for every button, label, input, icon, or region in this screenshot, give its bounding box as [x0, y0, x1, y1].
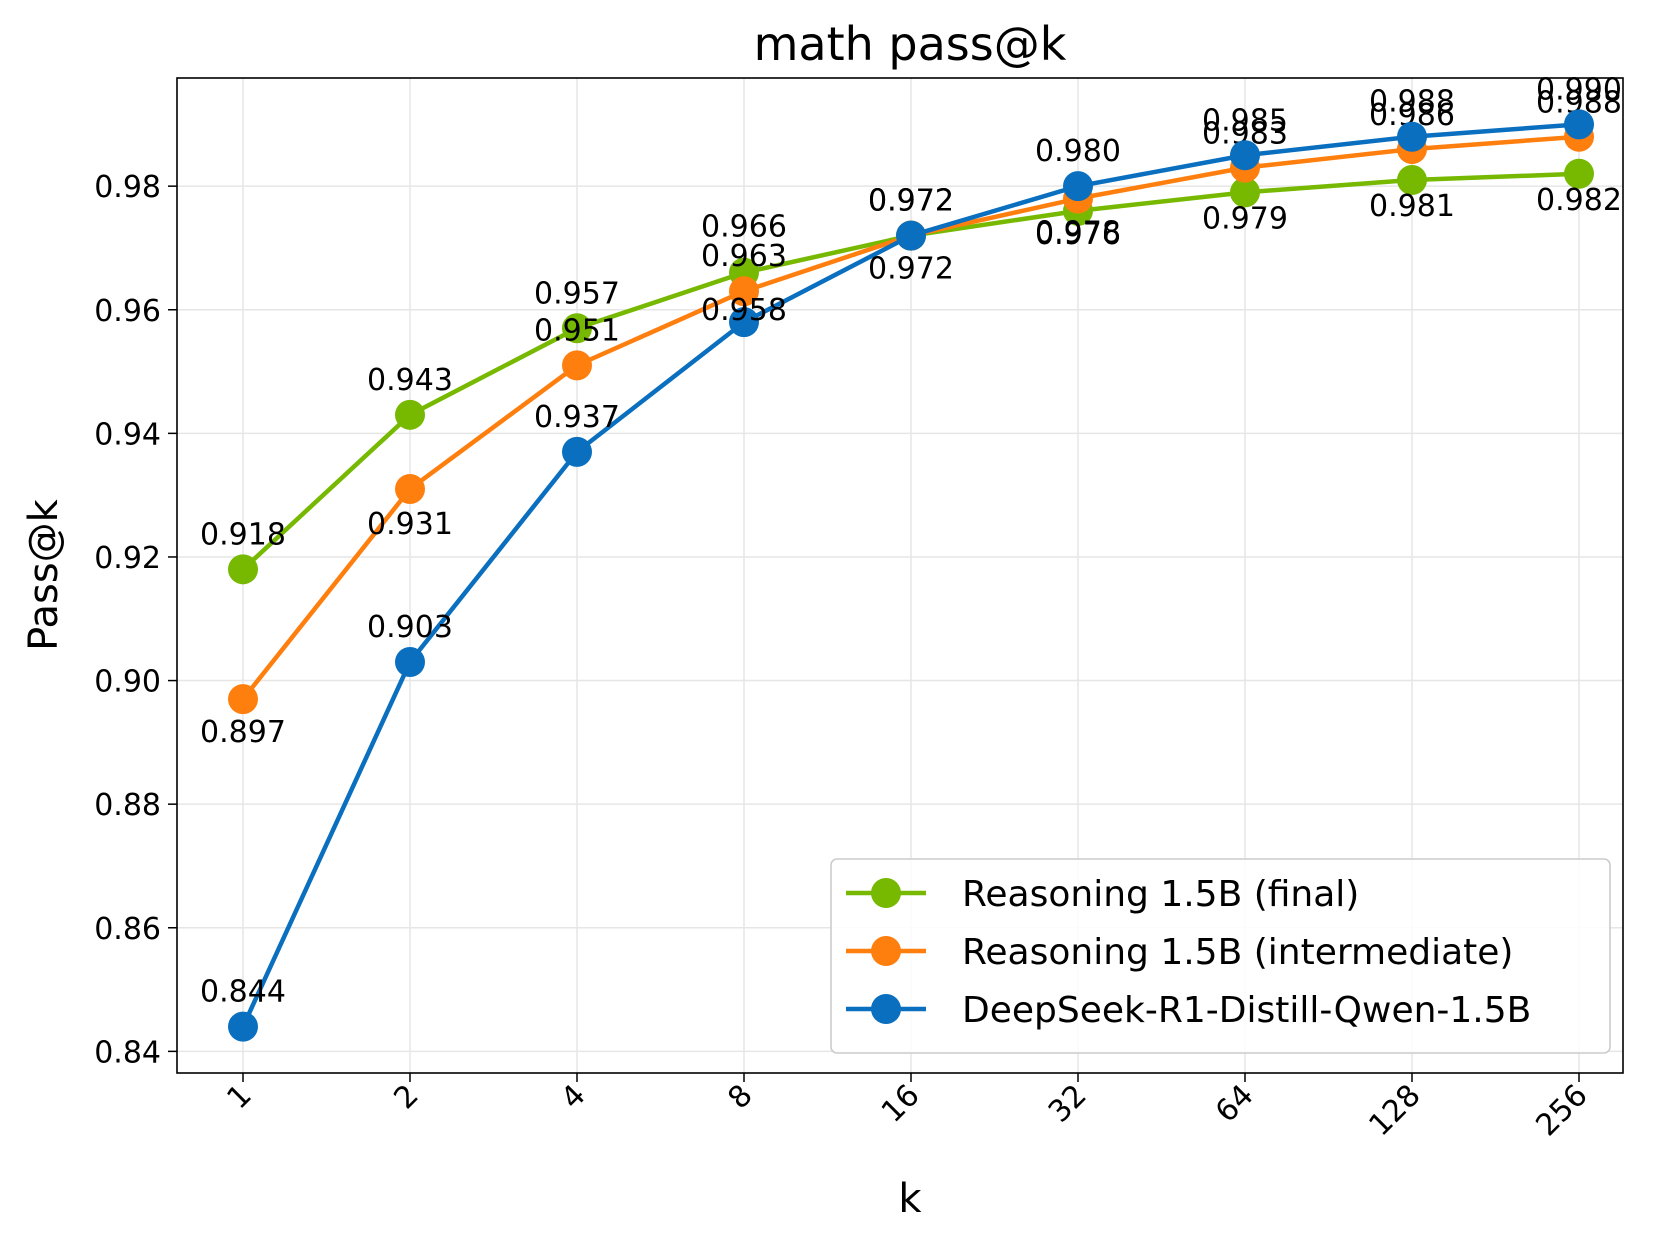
y-tick-label: 0.96	[94, 294, 161, 329]
data-point	[729, 276, 759, 307]
data-label: 0.844	[200, 975, 286, 1010]
data-label: 0.980	[1035, 134, 1121, 169]
data-label: 0.985	[1202, 103, 1288, 138]
y-tick-label: 0.90	[94, 665, 161, 700]
legend-label: Reasoning 1.5B (final)	[962, 874, 1359, 915]
y-tick-label: 0.98	[94, 170, 161, 205]
data-label: 0.972	[868, 184, 954, 219]
data-point	[1397, 121, 1427, 152]
data-point	[395, 399, 425, 430]
legend-item: Reasoning 1.5B (final)	[846, 874, 1359, 915]
legend-marker	[871, 878, 901, 908]
legend-marker	[871, 936, 901, 966]
y-tick-label: 0.94	[94, 417, 161, 452]
data-point	[395, 647, 425, 678]
legend-marker	[871, 994, 901, 1024]
data-point	[896, 220, 926, 251]
data-point	[1230, 177, 1260, 208]
y-axis-label: Pass@k	[21, 498, 67, 651]
series-0: 0.918 0.943 0.957 0.966 0.972 0.976 0.979 0.981…	[200, 158, 1622, 585]
data-label: 0.972	[868, 252, 954, 287]
data-label: 0.951	[534, 313, 620, 348]
legend-item: Reasoning 1.5B (intermediate)	[846, 932, 1513, 973]
legend: Reasoning 1.5B (final) Reasoning 1.5B (in…	[830, 858, 1611, 1054]
data-label: 0.978	[1035, 216, 1121, 251]
data-label: 0.982	[1536, 183, 1622, 218]
data-point	[228, 1011, 258, 1042]
data-point	[1063, 171, 1093, 202]
y-tick-label: 0.92	[94, 541, 161, 576]
data-label: 0.943	[367, 363, 453, 398]
data-label: 0.958	[701, 293, 787, 328]
data-label: 0.976	[1035, 217, 1121, 252]
legend-label: DeepSeek-R1-Distill-Qwen-1.5B	[962, 990, 1531, 1031]
data-point	[1397, 164, 1427, 195]
data-point	[562, 350, 592, 381]
series-2: 0.844 0.903 0.937 0.958 0.972 0.980 0.985 0.988…	[200, 72, 1622, 1042]
data-label: 0.957	[534, 276, 620, 311]
y-tick-label: 0.84	[94, 1035, 161, 1070]
data-point	[1564, 109, 1594, 140]
chart-title: math pass@k	[754, 17, 1067, 71]
data-point	[228, 684, 258, 715]
data-label: 0.972	[868, 184, 954, 219]
data-point	[562, 313, 592, 344]
data-label: 0.979	[1202, 201, 1288, 236]
data-label: 0.988	[1369, 85, 1455, 120]
data-label: 0.931	[367, 507, 453, 542]
data-label: 0.937	[534, 400, 620, 435]
data-point	[395, 473, 425, 504]
y-tick-label: 0.88	[94, 788, 161, 823]
series: 0.918 0.943 0.957 0.966 0.972 0.976 0.979 0.981…	[200, 72, 1622, 1042]
legend-item: DeepSeek-R1-Distill-Qwen-1.5B	[846, 990, 1531, 1031]
data-label: 0.918	[200, 517, 286, 552]
legend-label: Reasoning 1.5B (intermediate)	[962, 932, 1513, 973]
data-label: 0.981	[1369, 189, 1455, 224]
data-point	[729, 307, 759, 338]
data-label: 0.963	[701, 239, 787, 274]
data-label: 0.966	[701, 210, 787, 245]
data-point	[1230, 140, 1260, 171]
x-axis-label: k	[898, 1176, 922, 1222]
data-point	[562, 436, 592, 467]
data-point	[1564, 158, 1594, 189]
y-tick-label: 0.86	[94, 912, 161, 947]
plot-frame	[176, 77, 1624, 1074]
data-label: 0.897	[200, 715, 286, 750]
data-point	[228, 554, 258, 585]
legend-box	[830, 858, 1611, 1054]
data-label: 0.903	[367, 610, 453, 645]
